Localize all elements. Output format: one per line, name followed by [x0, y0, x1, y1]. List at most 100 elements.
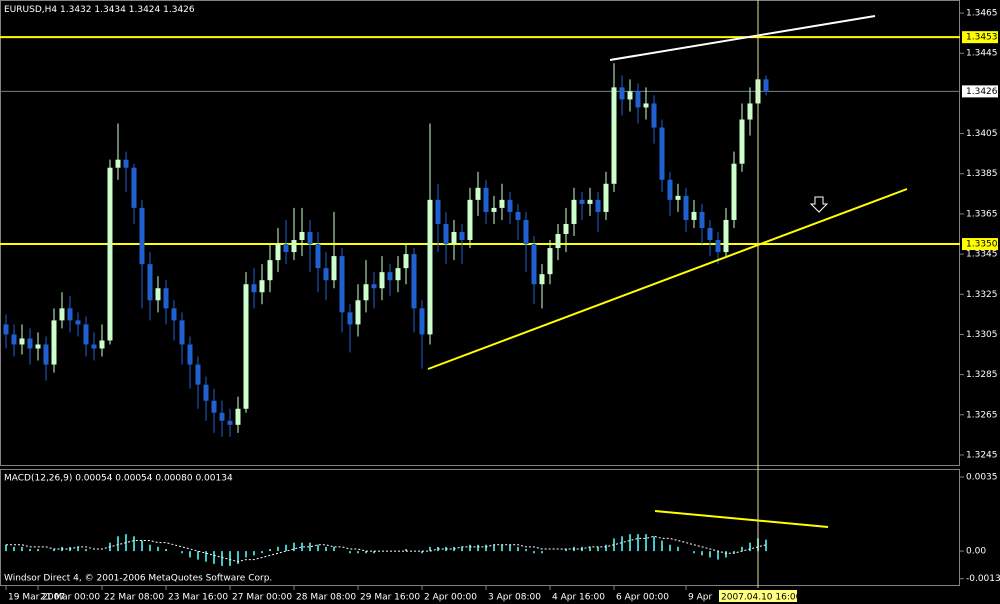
y-tick-label: 1.3465 — [966, 9, 998, 19]
candle-body — [403, 254, 409, 269]
bid-label-bg — [962, 85, 998, 98]
candle-body — [331, 256, 337, 281]
candle-body — [451, 231, 457, 245]
candle-body — [499, 199, 505, 208]
candle-body — [163, 288, 169, 309]
candle-body — [435, 199, 441, 224]
candle-body — [563, 223, 569, 235]
candle-body — [299, 231, 305, 241]
x-tick-label: 27 Mar 00:00 — [232, 593, 292, 603]
candle-body — [507, 199, 513, 212]
x-tick-label: 21 Mar 00:00 — [40, 593, 100, 603]
candle-body — [523, 219, 529, 245]
level-label-bg — [962, 31, 998, 44]
candle-body — [363, 284, 369, 301]
x-tick-label: 19 Mar 2007 — [8, 593, 65, 603]
candle-body — [179, 320, 185, 345]
candle-body — [355, 300, 361, 325]
candle-body — [579, 199, 585, 204]
candle-body — [123, 159, 129, 168]
copyright: Windsor Direct 4, © 2001-2006 MetaQuotes… — [4, 574, 272, 584]
candle-body — [187, 344, 193, 365]
y-tick-label: 1.3305 — [966, 330, 998, 340]
bid-label: 1.3426 — [966, 87, 998, 97]
candle-body — [475, 187, 481, 200]
candle-body — [11, 334, 17, 345]
y-tick-label: 1.3325 — [966, 290, 998, 300]
x-tick-label: 3 Apr 08:00 — [488, 593, 541, 603]
candle-body — [459, 231, 465, 241]
candle-body — [171, 308, 177, 321]
candle-body — [283, 244, 289, 253]
candle-body — [35, 344, 41, 349]
candle-body — [139, 207, 145, 265]
candle-body — [419, 308, 425, 335]
trend-line — [654, 510, 829, 528]
x-tick-label: 29 Mar 16:00 — [360, 593, 420, 603]
candle-body — [691, 211, 697, 220]
y-tick-label: -0.0013 — [966, 574, 1000, 584]
signal-line — [6, 535, 767, 563]
y-tick-label: 1.3245 — [966, 450, 998, 460]
x-tick-label: 4 Apr 16:00 — [552, 593, 605, 603]
candle-body — [707, 227, 713, 241]
level-label: 1.3350 — [966, 240, 998, 250]
candle-body — [555, 234, 561, 249]
candle-body — [571, 199, 577, 224]
candle-body — [587, 199, 593, 204]
x-tick-label: 2 Apr 00:00 — [424, 593, 477, 603]
candle-body — [267, 260, 273, 281]
price-panel — [0, 0, 960, 466]
candle-body — [227, 420, 233, 425]
candle-body — [603, 183, 609, 212]
candle-body — [611, 87, 617, 184]
x-tick-label: 9 Apr — [688, 593, 712, 603]
candle-body — [51, 320, 57, 365]
candle-body — [307, 231, 313, 245]
candle-body — [67, 308, 73, 321]
x-tick-label: 22 Mar 08:00 — [104, 593, 164, 603]
candle-body — [131, 167, 137, 208]
candle-body — [371, 284, 377, 289]
trend-line — [609, 15, 876, 61]
macd-panel — [0, 469, 960, 586]
candle-body — [443, 223, 449, 245]
candle-body — [339, 256, 345, 313]
candle-body — [235, 408, 241, 425]
candle-body — [275, 244, 281, 261]
x-tick-label: 6 Apr 00:00 — [616, 593, 669, 603]
candle-body — [619, 87, 625, 100]
candle-body — [763, 79, 769, 92]
level-label-bg — [962, 238, 998, 251]
candle-body — [683, 195, 689, 220]
candle-body — [155, 288, 161, 301]
candle-body — [667, 179, 673, 200]
candle-body — [115, 159, 121, 168]
candle-body — [651, 103, 657, 128]
candle-body — [747, 103, 753, 120]
candle-body — [251, 284, 257, 293]
candle-body — [3, 324, 9, 335]
y-tick-label: 1.3285 — [966, 370, 998, 380]
x-tick-label: 23 Mar 16:00 — [168, 593, 228, 603]
candle-body — [219, 412, 225, 421]
candle-body — [195, 364, 201, 385]
candle-body — [211, 400, 217, 413]
sell-arrow — [809, 196, 829, 213]
chart-title: EURUSD,H4 1.3432 1.3434 1.3424 1.3426 — [4, 5, 195, 15]
y-tick-label: 0.00 — [966, 547, 986, 557]
candle-body — [83, 324, 89, 345]
candle-body — [259, 280, 265, 293]
candle-body — [411, 254, 417, 309]
cursor-label: 2007.04.10 16:00 — [721, 593, 802, 603]
candle-body — [659, 127, 665, 180]
candle-body — [675, 195, 681, 200]
candle-body — [203, 384, 209, 401]
candle-body — [531, 244, 537, 285]
candle-body — [643, 103, 649, 108]
candle-body — [539, 274, 545, 285]
ohlc: 1.3434 — [94, 5, 126, 15]
candle-body — [379, 272, 385, 289]
candle-body — [19, 338, 25, 345]
